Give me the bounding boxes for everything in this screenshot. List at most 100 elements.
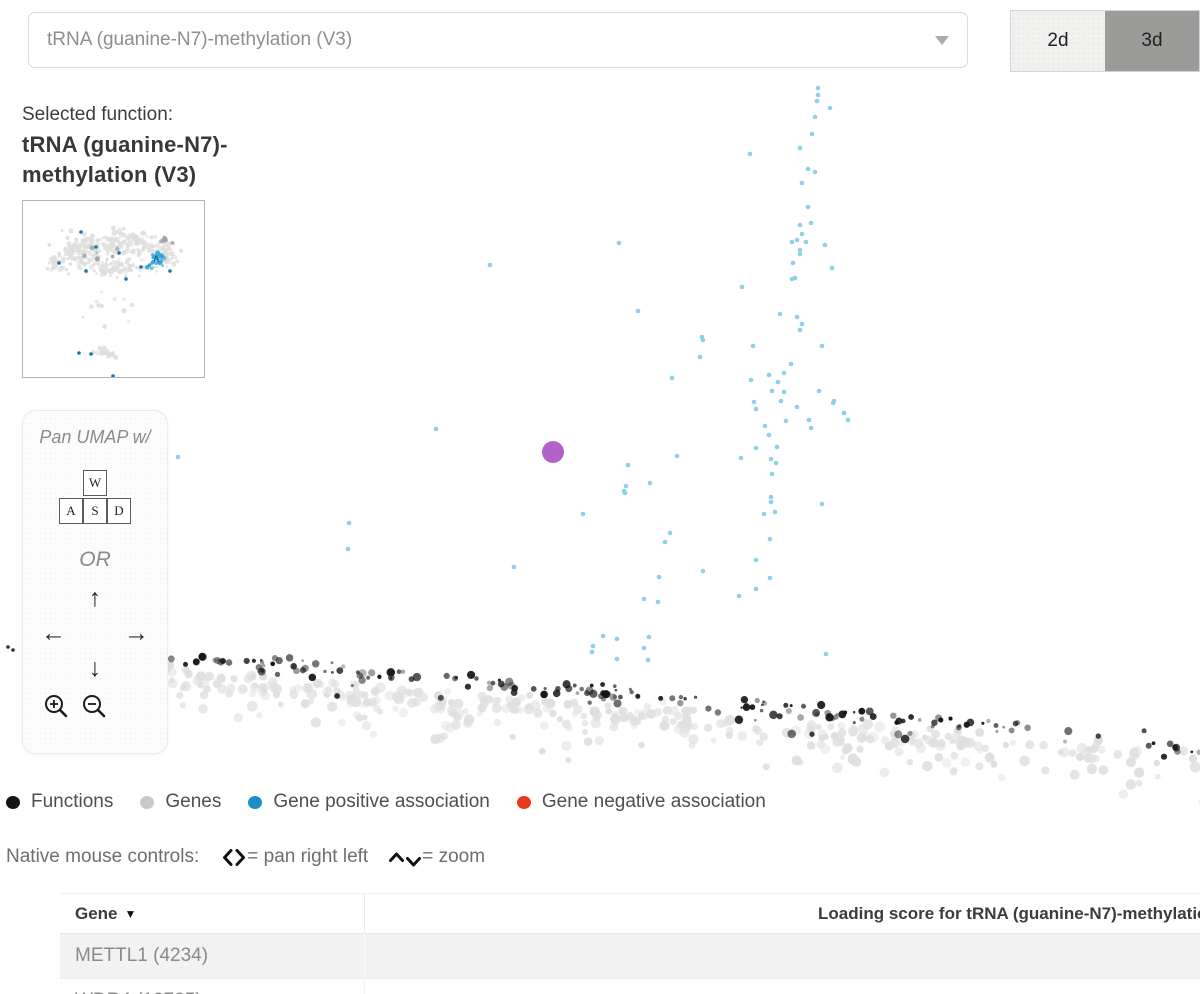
minimap-gene-dot <box>129 268 134 273</box>
gene-dot <box>303 682 313 693</box>
function-dot <box>740 706 743 709</box>
minimap-gene-dot <box>139 257 145 262</box>
minimap-gene-dot <box>95 350 100 356</box>
key-w[interactable]: W <box>83 470 107 496</box>
gene-dot <box>447 698 455 706</box>
plot-legend: Functions Genes Gene positive associatio… <box>6 788 766 816</box>
minimap-gene-dot <box>74 238 77 242</box>
function-dot <box>377 674 382 679</box>
gene-positive-dot <box>656 574 662 580</box>
function-dot <box>301 659 304 662</box>
gene-dot <box>268 676 278 687</box>
pan-down-arrow[interactable]: ↓ <box>88 654 102 682</box>
gene-dot <box>857 723 868 734</box>
function-dot <box>783 702 789 708</box>
gene-dot <box>583 737 593 746</box>
gene-dot <box>430 734 441 745</box>
minimap-gene-dot <box>126 242 130 246</box>
or-label: OR <box>79 548 111 571</box>
key-a[interactable]: A <box>59 498 83 524</box>
minimap-gene-dot <box>138 274 141 278</box>
gene-dot <box>406 698 417 708</box>
minimap-gene-dot <box>106 236 111 241</box>
chevron-down-icon <box>935 35 949 45</box>
minimap-gene-dot <box>168 257 172 262</box>
gene-dot <box>419 692 429 702</box>
minimap-gene-dot <box>112 296 117 302</box>
function-dot <box>749 704 756 710</box>
minimap-gene-dot <box>91 263 95 267</box>
minimap-gene-dot <box>121 250 127 256</box>
gene-dot <box>491 703 502 714</box>
zoom-out-icon[interactable] <box>81 693 108 720</box>
gene-positive-dot <box>812 114 818 120</box>
gene-dot <box>960 757 971 767</box>
minimap-gene-dot <box>57 253 62 258</box>
gene-positive-dot <box>739 284 745 290</box>
gene-dot <box>1178 746 1189 756</box>
function-dot <box>740 696 749 704</box>
function-dot <box>270 661 276 667</box>
gene-positive-dot <box>767 536 773 542</box>
pan-left-arrow[interactable]: ← <box>41 619 66 647</box>
function-dot <box>785 707 792 715</box>
gene-dot <box>453 698 464 709</box>
gene-dot <box>753 726 763 736</box>
gene-dot <box>856 745 864 753</box>
key-d[interactable]: D <box>107 498 131 524</box>
minimap-gene-dot <box>45 267 50 271</box>
gene-dot <box>400 688 411 698</box>
gene-positive-dot <box>736 593 742 599</box>
umap-minimap[interactable]: A <box>22 200 205 378</box>
function-dot <box>817 700 826 710</box>
toggle-2d-button[interactable]: 2d <box>1011 11 1105 71</box>
gene-dot <box>435 699 447 711</box>
function-select[interactable]: tRNA (guanine-N7)-methylation (V3) <box>28 12 968 68</box>
gene-dot <box>889 730 897 737</box>
gene-dot <box>690 723 699 731</box>
function-dot <box>1172 744 1178 751</box>
gene-dot <box>405 688 413 696</box>
gene-dot <box>451 720 461 730</box>
key-s[interactable]: S <box>83 498 107 524</box>
gene-dot <box>1113 749 1123 759</box>
zoom-in-icon[interactable] <box>43 693 70 720</box>
function-dot <box>907 730 913 736</box>
selected-function-point[interactable] <box>542 441 564 463</box>
minimap-positive-dot <box>158 262 162 266</box>
minimap-gene-dot <box>100 260 104 264</box>
function-dot <box>575 691 580 695</box>
pan-up-arrow[interactable]: ↑ <box>88 584 102 612</box>
table-row[interactable]: WDR4 (10785) <box>60 978 1200 994</box>
table-row[interactable]: METTL1 (4234) <box>60 934 1200 978</box>
gene-dot <box>827 723 835 731</box>
minimap-gene-dot <box>110 225 116 231</box>
function-dot <box>931 719 938 726</box>
function-dot <box>255 663 263 671</box>
gene-positive-dot <box>753 406 759 412</box>
gene-positive-dot <box>778 398 784 404</box>
function-dot <box>1190 750 1194 754</box>
minimap-gene-dot <box>96 237 101 242</box>
function-dot <box>613 684 617 688</box>
function-dot <box>852 721 856 725</box>
gene-dot <box>294 684 303 693</box>
gene-column-header[interactable]: Gene ▼ <box>60 894 365 933</box>
function-dot <box>1160 753 1168 760</box>
minimap-function-dot <box>89 245 95 251</box>
gene-dot <box>494 696 502 704</box>
minimap-gene-dot <box>89 304 94 310</box>
minimap-gene-dot <box>90 256 95 262</box>
gene-cell: METTL1 (4234) <box>60 934 365 978</box>
minimap-gene-dot <box>169 248 173 252</box>
gene-positive-dot <box>433 426 439 432</box>
minimap-gene-dot <box>126 267 130 270</box>
gene-dot <box>1025 740 1035 750</box>
toggle-3d-button[interactable]: 3d <box>1105 11 1199 71</box>
function-dot <box>629 689 634 695</box>
minimap-gene-dot <box>86 245 90 249</box>
function-dot <box>6 645 10 649</box>
pan-right-arrow[interactable]: → <box>124 619 149 647</box>
minimap-positive-dot <box>117 251 121 255</box>
